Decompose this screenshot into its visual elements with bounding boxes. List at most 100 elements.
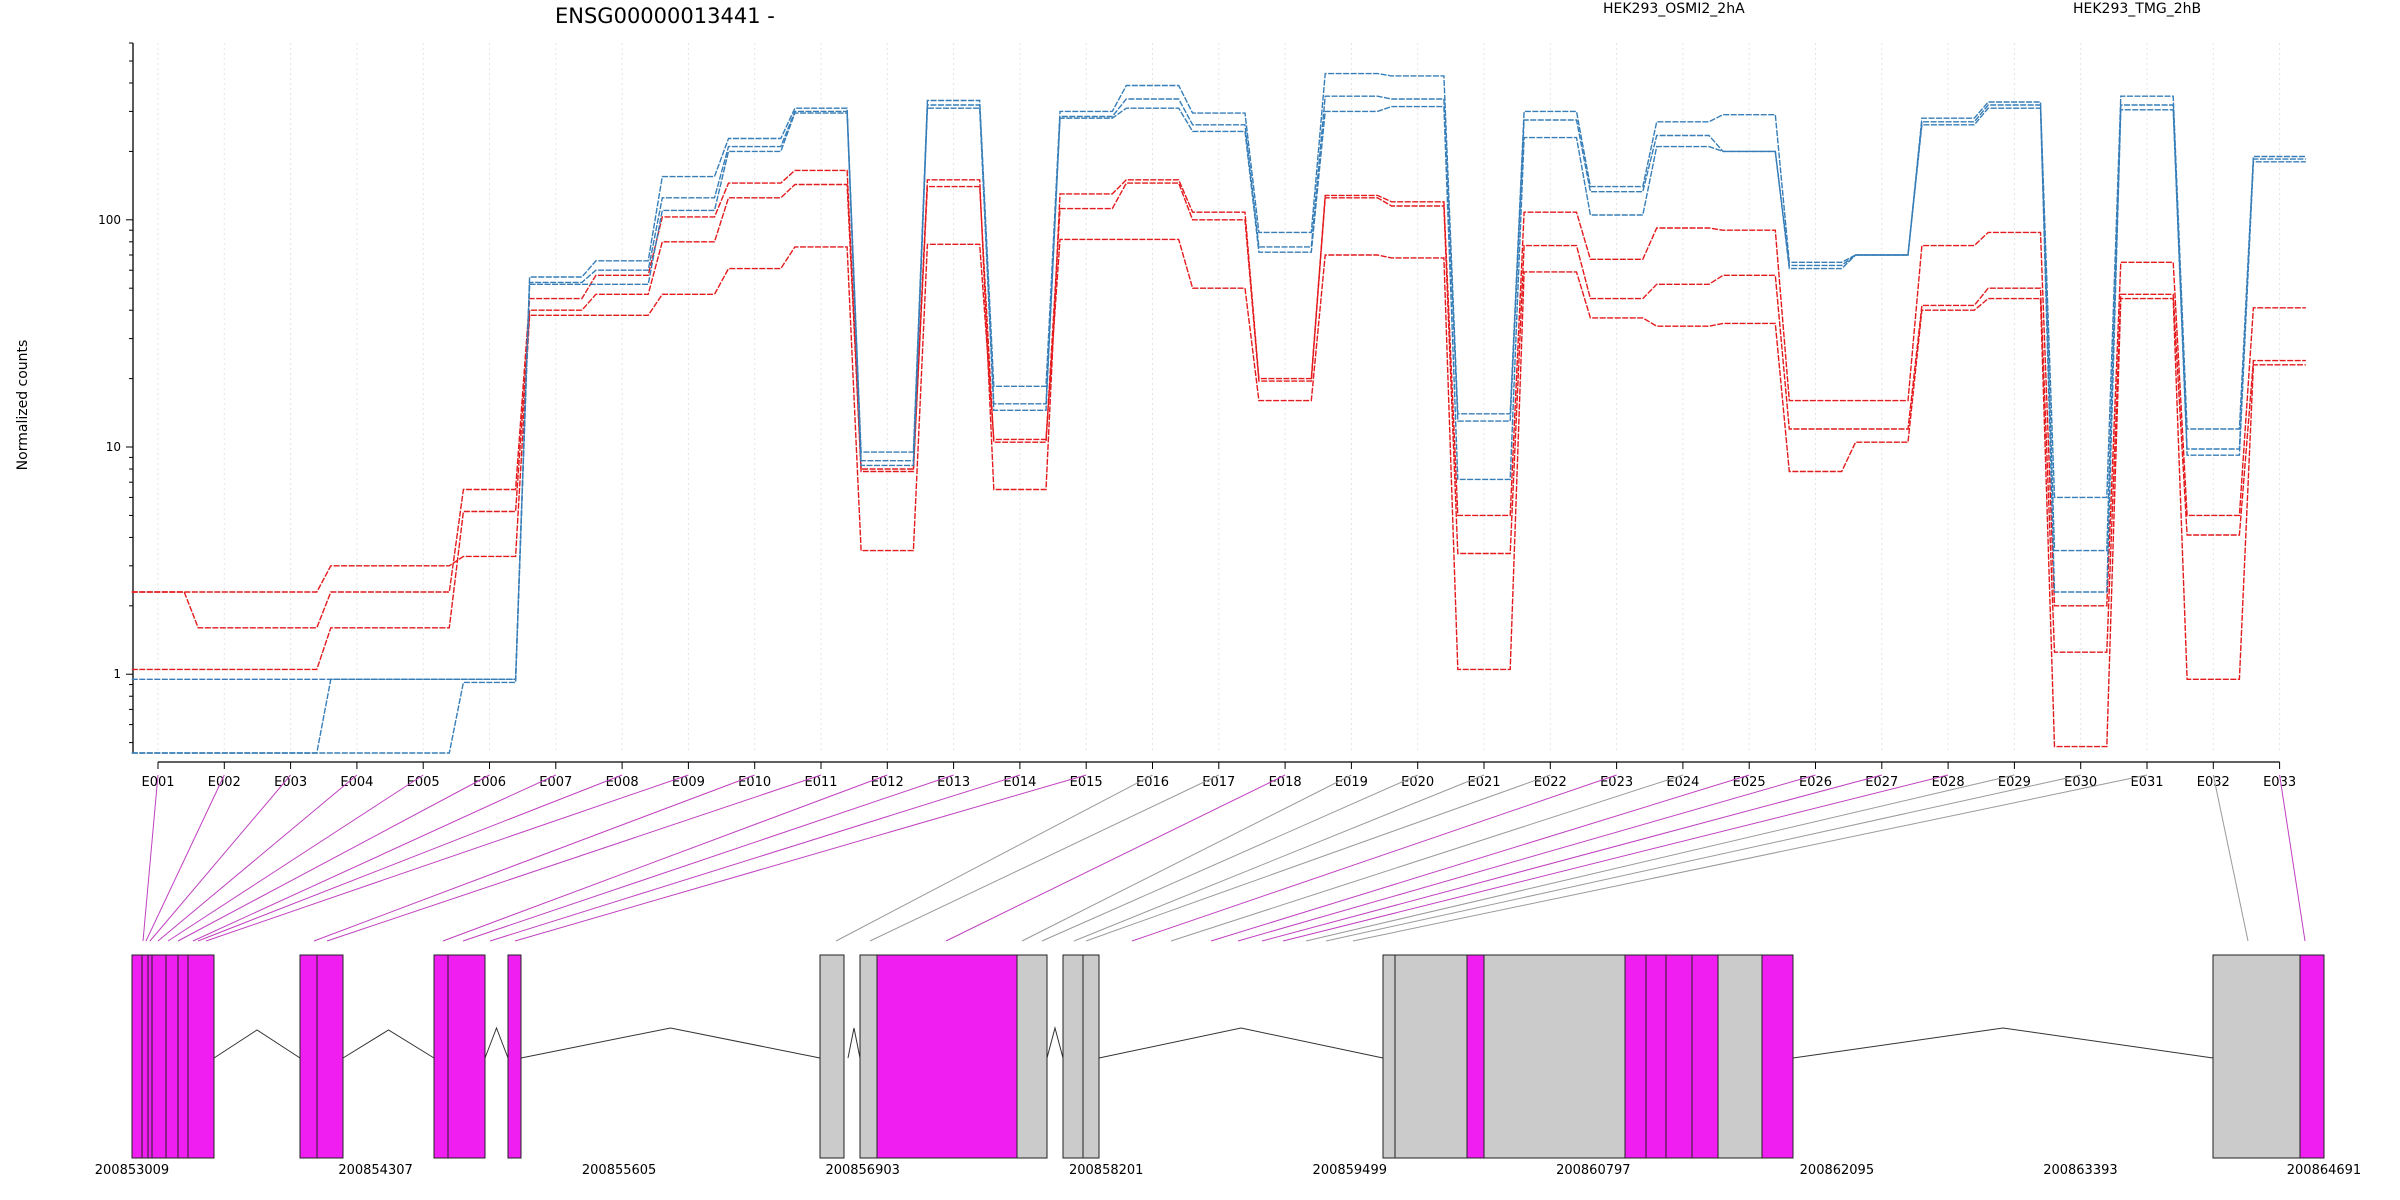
exon-label-E004: E004	[340, 775, 373, 790]
connector-E011	[326, 774, 822, 942]
exon-label-E028: E028	[1932, 775, 1965, 790]
y-tick-label: 100	[98, 213, 121, 227]
exon-block-1	[131, 954, 143, 1159]
connector-E007	[192, 774, 557, 942]
series-lines	[131, 72, 2306, 754]
exon-label-E016: E016	[1136, 775, 1169, 790]
connector-E030	[1325, 774, 2081, 942]
intron-small-3	[1046, 1026, 1064, 1059]
intron-small-1	[484, 1026, 509, 1059]
position-label: 200856903	[825, 1163, 899, 1178]
position-label: 200859499	[1313, 1163, 1387, 1178]
position-label: 200855605	[582, 1163, 656, 1178]
exon-label-E029: E029	[1998, 775, 2031, 790]
exon-block-28	[1761, 954, 1794, 1159]
gene-model	[131, 954, 2325, 1159]
exon-label-E021: E021	[1467, 775, 1500, 790]
intron-1	[213, 1029, 301, 1059]
exon-label-E019: E019	[1335, 775, 1368, 790]
connector-E016	[835, 774, 1153, 942]
connector-E022	[1085, 774, 1551, 942]
exon-label-E032: E032	[2197, 775, 2230, 790]
exon-block-4	[151, 954, 167, 1159]
connector-E019	[1021, 774, 1352, 942]
exon-block-14	[859, 954, 878, 1159]
exon-label-E005: E005	[407, 775, 440, 790]
exon-block-13	[819, 954, 845, 1159]
legend-entry-osmi: HEK293_OSMI2_2hA	[1603, 1, 1745, 17]
series-line-3	[131, 238, 2306, 748]
exon-block-7	[187, 954, 215, 1159]
exon-label-E014: E014	[1003, 775, 1036, 790]
connector-E002	[145, 774, 225, 942]
exon-block-20	[1394, 954, 1468, 1159]
exon-label-E008: E008	[606, 775, 639, 790]
intron-4	[1098, 1027, 1384, 1059]
exon-block-23	[1624, 954, 1647, 1159]
connector-E026	[1237, 774, 1816, 942]
connector-E033	[2279, 774, 2306, 942]
exon-label-E007: E007	[539, 775, 572, 790]
series-line-6	[131, 105, 2306, 754]
exon-block-11	[447, 954, 486, 1159]
exon-block-27	[1717, 954, 1763, 1159]
exon-block-24	[1645, 954, 1667, 1159]
position-label: 200858201	[1069, 1163, 1143, 1178]
intron-5	[1792, 1027, 2214, 1059]
exon-label-E031: E031	[2130, 775, 2163, 790]
exon-label-E018: E018	[1269, 775, 1302, 790]
connector-E013	[462, 774, 954, 942]
exon-label-E023: E023	[1600, 775, 1633, 790]
exon-label-E024: E024	[1666, 775, 1699, 790]
connector-E020	[1041, 774, 1418, 942]
connector-E025	[1210, 774, 1750, 942]
series-line-5	[131, 95, 2306, 754]
exon-block-29	[2212, 954, 2301, 1159]
exon-block-8	[299, 954, 318, 1159]
exon-label-E033: E033	[2263, 775, 2296, 790]
exon-block-22	[1483, 954, 1626, 1159]
exon-block-18	[1082, 954, 1100, 1159]
exon-block-25	[1665, 954, 1693, 1159]
connector-E029	[1305, 774, 2015, 942]
y-tick-label: 10	[106, 440, 121, 454]
connector-E018	[945, 774, 1286, 942]
connector-E004	[157, 774, 358, 942]
position-label: 200853009	[95, 1163, 169, 1178]
exon-block-17	[1062, 954, 1084, 1159]
exon-grid	[157, 43, 2281, 753]
connector-E010	[313, 774, 755, 942]
y-axis-label: Normalized counts	[15, 340, 31, 471]
exon-block-19	[1382, 954, 1396, 1159]
connector-E006	[177, 774, 490, 942]
connector-E014	[489, 774, 1021, 942]
position-label: 200860797	[1556, 1163, 1630, 1178]
exon-block-30	[2299, 954, 2325, 1159]
connector-E001	[142, 774, 159, 942]
exon-block-9	[316, 954, 344, 1159]
exon-label-E009: E009	[672, 775, 705, 790]
connector-E021	[1073, 774, 1485, 942]
chart-title: ENSG00000013441 -	[555, 4, 775, 28]
exon-label-E017: E017	[1202, 775, 1235, 790]
connector-E031	[1352, 774, 2148, 942]
connector-E015	[514, 774, 1087, 942]
legend-entry-tmg: HEK293_TMG_2hB	[2073, 1, 2201, 17]
exon-block-2	[141, 954, 149, 1159]
exon-block-15	[876, 954, 1018, 1159]
position-label: 200854307	[338, 1163, 412, 1178]
connector-E027	[1261, 774, 1882, 942]
exon-label-E003: E003	[274, 775, 307, 790]
exon-block-21	[1466, 954, 1485, 1159]
exon-label-E010: E010	[738, 775, 771, 790]
connector-E024	[1170, 774, 1684, 942]
exon-label-E015: E015	[1070, 775, 1103, 790]
connector-E032	[2212, 774, 2249, 942]
exon-block-6	[177, 954, 189, 1159]
x-axis: E001 E002 E003 E004 E005 E006 E007 E008 E009 E010…	[141, 761, 2296, 790]
series-line-2	[131, 182, 2306, 671]
connector-E028	[1282, 774, 1949, 942]
connector-E012	[442, 774, 888, 942]
exon-label-E022: E022	[1534, 775, 1567, 790]
